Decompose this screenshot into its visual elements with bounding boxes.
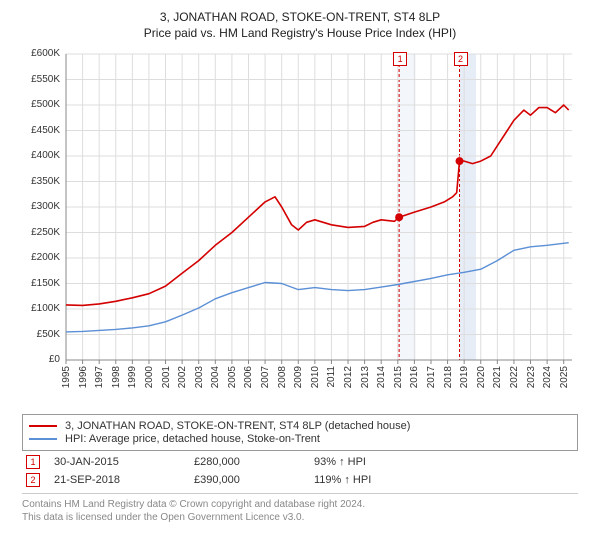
x-axis-label: 2000 (144, 366, 155, 388)
x-axis-label: 1995 (61, 366, 72, 388)
y-axis-label: £300K (20, 201, 60, 212)
legend-item: HPI: Average price, detached house, Stok… (29, 433, 571, 445)
footer-line-2: This data is licensed under the Open Gov… (22, 511, 578, 524)
legend-swatch (29, 425, 57, 427)
x-axis-label: 2019 (459, 366, 470, 388)
x-axis-label: 2008 (277, 366, 288, 388)
x-axis-label: 2020 (476, 366, 487, 388)
x-axis-label: 2005 (227, 366, 238, 388)
x-axis-label: 2004 (210, 366, 221, 388)
y-axis-label: £500K (20, 99, 60, 110)
y-axis-label: £0 (20, 354, 60, 365)
x-axis-label: 1996 (78, 366, 89, 388)
x-axis-label: 2023 (526, 366, 537, 388)
chart-subtitle: Price paid vs. HM Land Registry's House … (10, 26, 590, 40)
transaction-badge: 2 (26, 473, 40, 487)
transactions-list: 1 30-JAN-2015£280,00093% ↑ HPI 2 21-SEP-201… (10, 455, 590, 487)
x-axis-label: 2021 (492, 366, 503, 388)
footer-line-1: Contains HM Land Registry data © Crown c… (22, 498, 578, 511)
page: 3, JONATHAN ROAD, STOKE-ON-TRENT, ST4 8L… (0, 0, 600, 560)
transaction-row: 2 21-SEP-2018£390,000119% ↑ HPI (26, 473, 590, 487)
transaction-badge: 1 (26, 455, 40, 469)
legend-item: 3, JONATHAN ROAD, STOKE-ON-TRENT, ST4 8L… (29, 420, 571, 432)
x-axis-label: 2003 (194, 366, 205, 388)
x-axis-label: 2025 (559, 366, 570, 388)
transaction-vs-hpi: 119% ↑ HPI (314, 474, 434, 486)
transaction-vs-hpi: 93% ↑ HPI (314, 456, 434, 468)
x-axis-label: 2012 (343, 366, 354, 388)
x-axis-label: 1999 (127, 366, 138, 388)
transaction-row: 1 30-JAN-2015£280,00093% ↑ HPI (26, 455, 590, 469)
y-axis-label: £400K (20, 150, 60, 161)
transaction-marker-2: 2 (454, 52, 468, 66)
x-axis-label: 2022 (509, 366, 520, 388)
x-axis-label: 2006 (243, 366, 254, 388)
transaction-marker-1: 1 (393, 52, 407, 66)
legend-label: HPI: Average price, detached house, Stok… (65, 433, 320, 445)
y-axis-label: £250K (20, 227, 60, 238)
legend-box: 3, JONATHAN ROAD, STOKE-ON-TRENT, ST4 8L… (22, 414, 578, 451)
y-axis-label: £150K (20, 278, 60, 289)
x-axis-label: 2007 (260, 366, 271, 388)
x-axis-label: 2010 (310, 366, 321, 388)
x-axis-label: 2002 (177, 366, 188, 388)
y-axis-label: £550K (20, 74, 60, 85)
x-axis-label: 2015 (393, 366, 404, 388)
y-axis-label: £100K (20, 303, 60, 314)
transaction-date: 21-SEP-2018 (54, 474, 194, 486)
y-axis-label: £50K (20, 329, 60, 340)
x-axis-label: 2001 (161, 366, 172, 388)
x-axis-label: 2018 (443, 366, 454, 388)
x-axis-label: 2014 (376, 366, 387, 388)
legend-swatch (29, 438, 57, 440)
y-axis-label: £600K (20, 48, 60, 59)
x-axis-label: 2016 (409, 366, 420, 388)
x-axis-label: 2011 (326, 366, 337, 388)
transaction-date: 30-JAN-2015 (54, 456, 194, 468)
transaction-price: £390,000 (194, 474, 314, 486)
y-axis-label: £350K (20, 176, 60, 187)
x-axis-label: 2009 (293, 366, 304, 388)
transaction-price: £280,000 (194, 456, 314, 468)
chart-title: 3, JONATHAN ROAD, STOKE-ON-TRENT, ST4 8L… (10, 10, 590, 24)
legend-label: 3, JONATHAN ROAD, STOKE-ON-TRENT, ST4 8L… (65, 420, 410, 432)
x-axis-label: 1997 (94, 366, 105, 388)
price-chart: £0 £50K £100K £150K £200K £250K £300K £350K £400… (20, 46, 580, 406)
y-axis-label: £200K (20, 252, 60, 263)
x-axis-label: 2024 (542, 366, 553, 388)
chart-svg (20, 46, 580, 406)
y-axis-label: £450K (20, 125, 60, 136)
x-axis-label: 2013 (360, 366, 371, 388)
x-axis-label: 2017 (426, 366, 437, 388)
x-axis-label: 1998 (111, 366, 122, 388)
footer: Contains HM Land Registry data © Crown c… (22, 493, 578, 524)
